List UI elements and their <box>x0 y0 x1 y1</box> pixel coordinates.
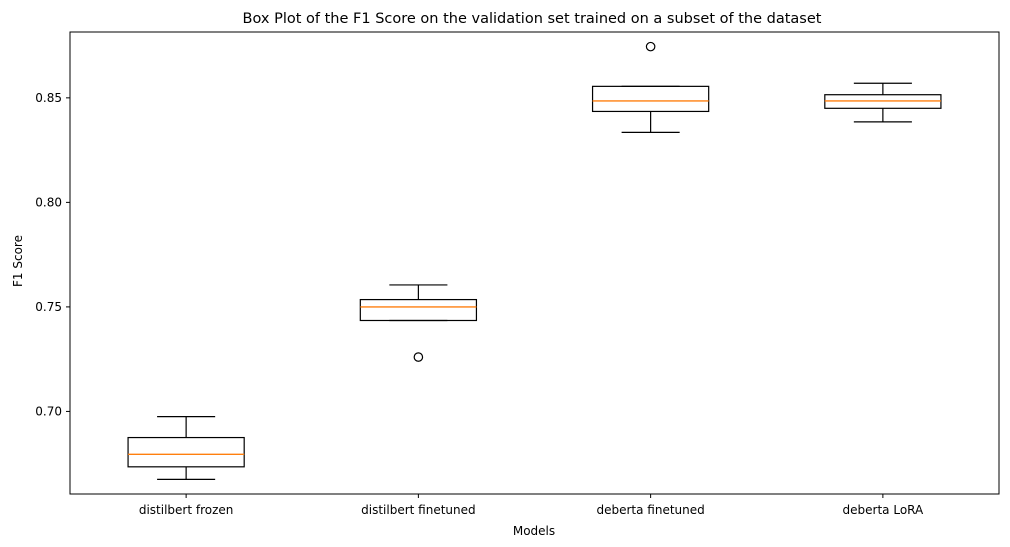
y-tick-label: 0.70 <box>35 404 62 418</box>
y-axis-title: F1 Score <box>11 235 25 287</box>
plot-area: 0.70 0.75 0.80 0.85 distilbert frozen distilb… <box>35 31 1000 517</box>
box-iqr <box>591 85 710 113</box>
x-tick-label: deberta finetuned <box>596 503 704 517</box>
axes-frame <box>69 31 1000 495</box>
x-axis-title: Models <box>513 524 555 538</box>
x-tick-label: distilbert finetuned <box>361 503 476 517</box>
y-tick-label: 0.75 <box>35 300 62 314</box>
outlier-point <box>645 41 656 52</box>
x-tick-label: distilbert frozen <box>139 503 234 517</box>
box-iqr <box>359 298 478 322</box>
x-tick-label: deberta LoRA <box>843 503 924 517</box>
box-iqr <box>127 436 245 468</box>
y-tick-label: 0.85 <box>35 91 62 105</box>
chart-title: Box Plot of the F1 Score on the validati… <box>243 11 822 27</box>
outlier-point <box>413 352 424 362</box>
y-tick-label: 0.80 <box>35 195 62 209</box>
